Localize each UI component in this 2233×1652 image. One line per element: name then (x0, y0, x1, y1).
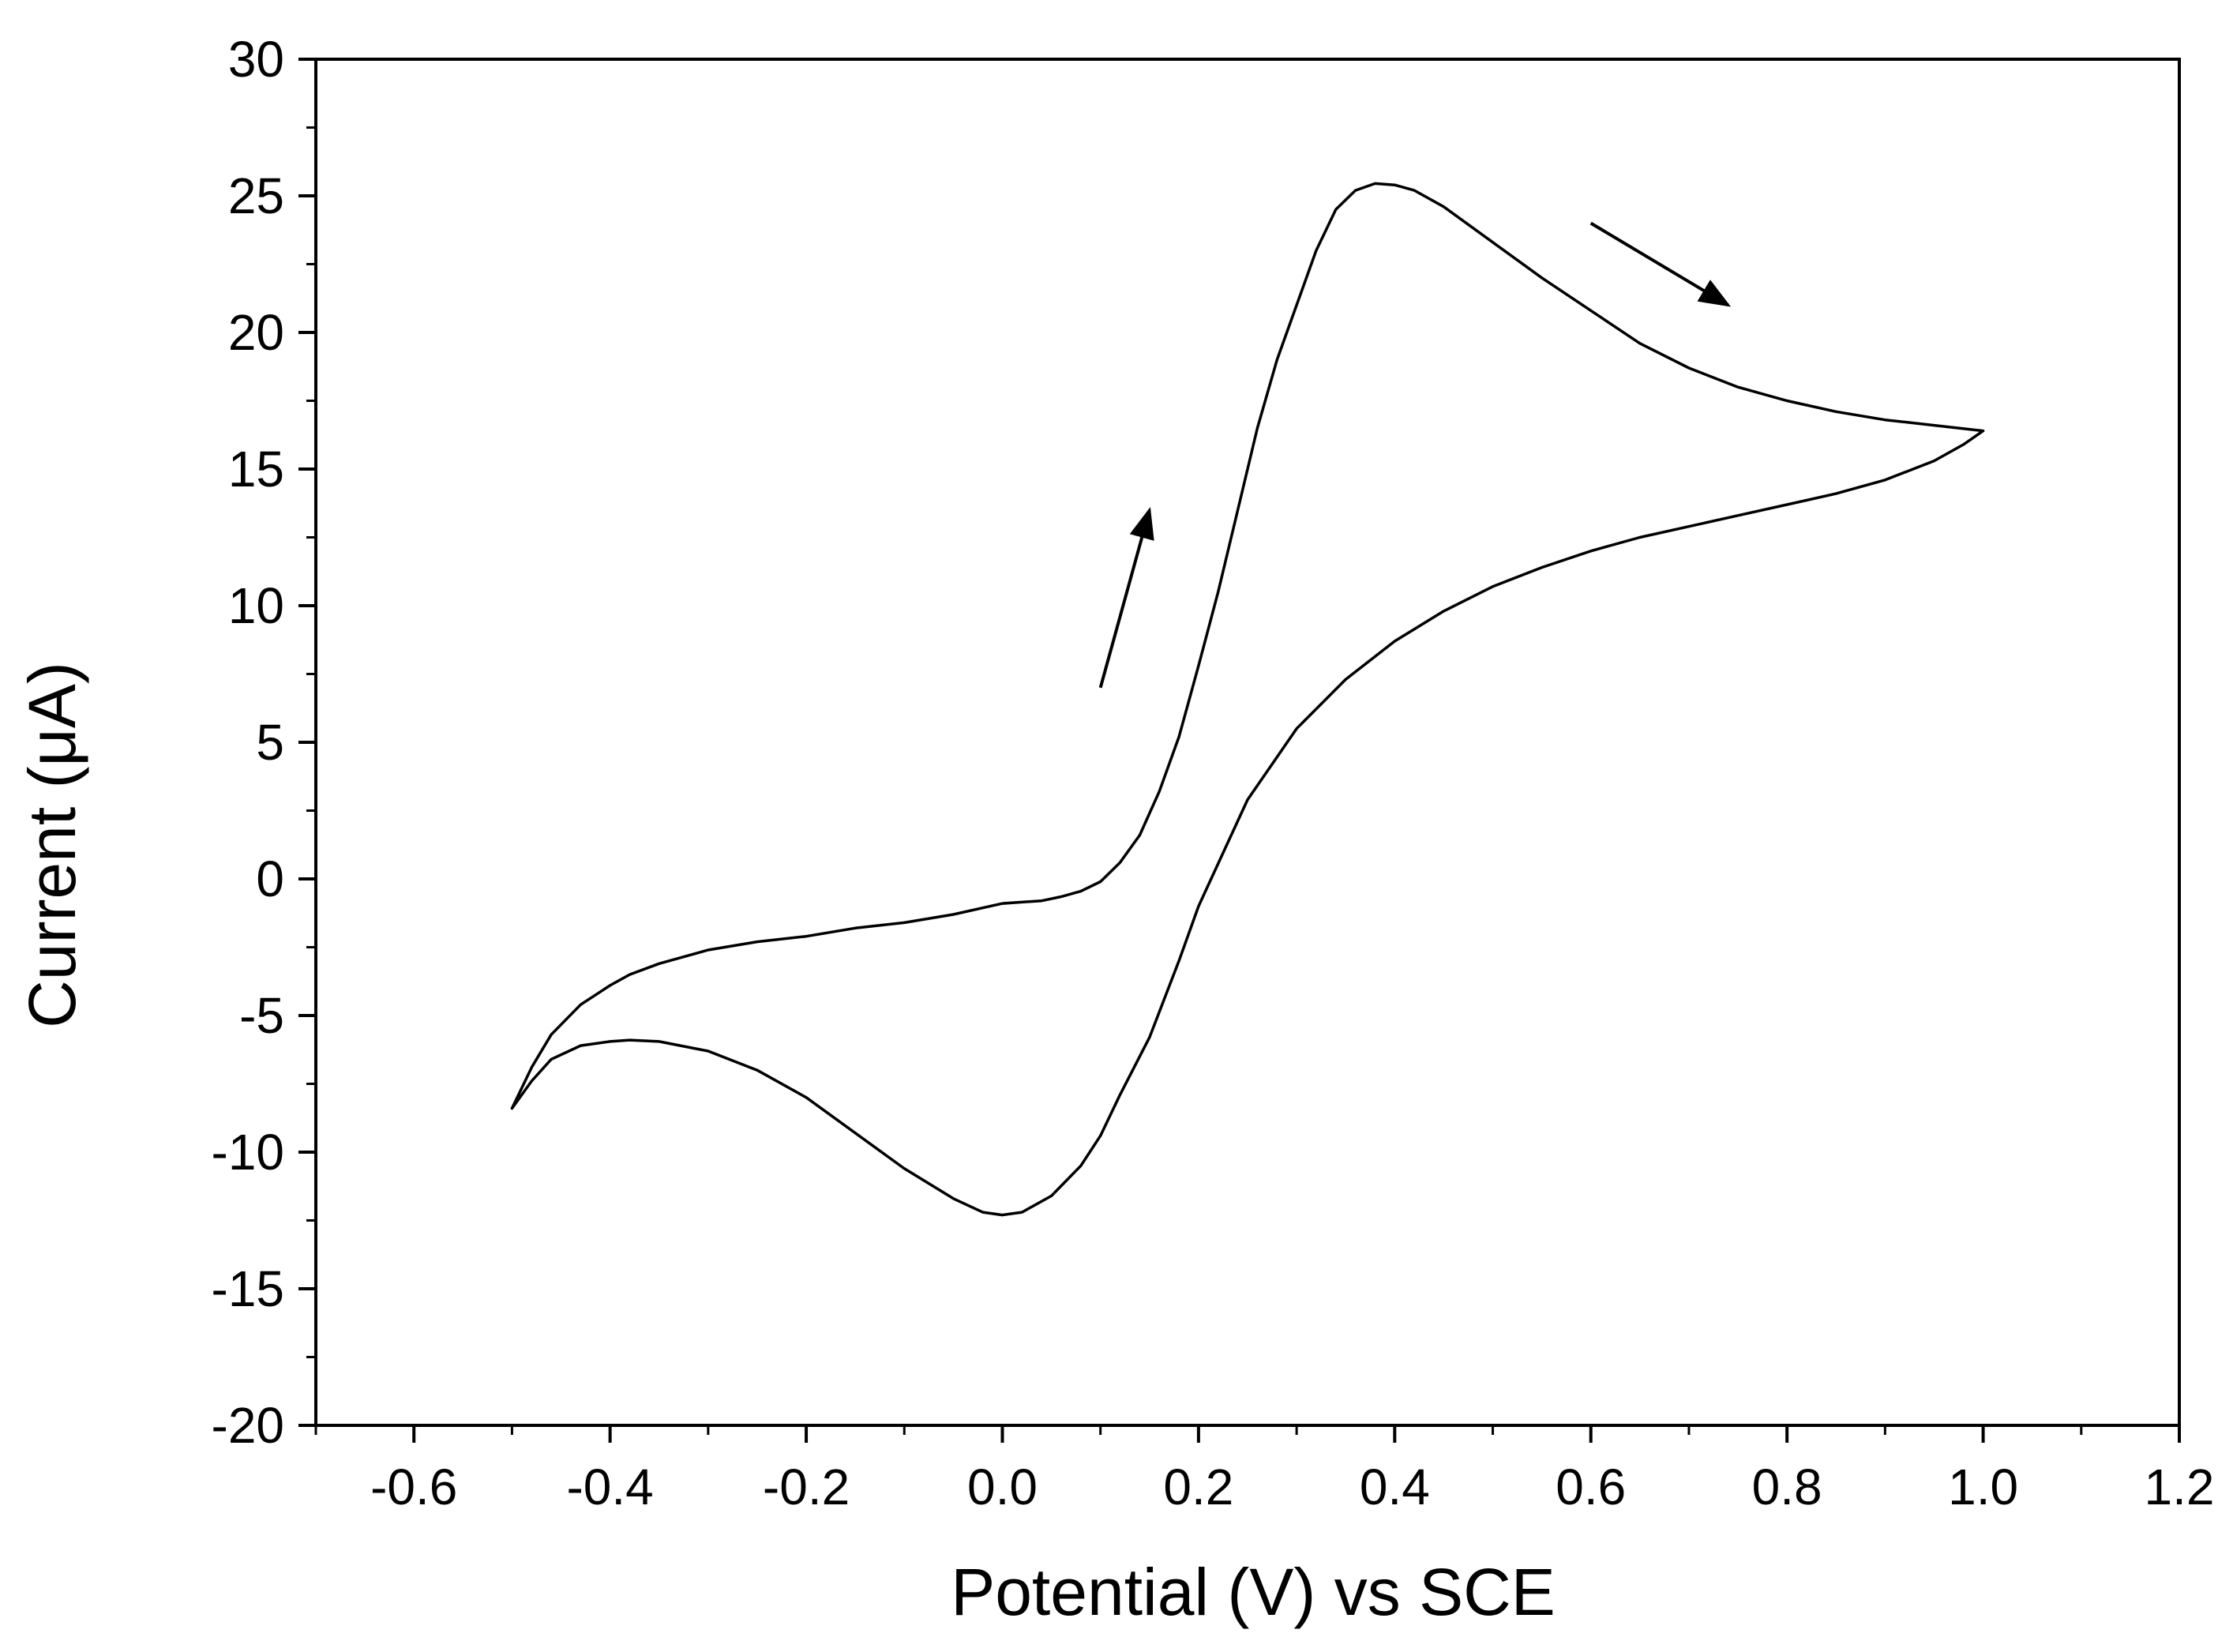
y-tick-label: -5 (239, 987, 284, 1044)
y-tick-label: 10 (228, 577, 284, 634)
y-axis-title: Current (μA) (15, 662, 89, 1028)
x-axis-title: Potential (V) vs SCE (951, 1555, 1556, 1629)
x-tick-label: -0.4 (566, 1459, 653, 1515)
y-tick-label: 5 (256, 714, 284, 771)
x-tick-label: 0.8 (1752, 1459, 1822, 1515)
y-tick-label: 15 (228, 441, 284, 497)
scan-direction-arrow (1098, 507, 1154, 689)
y-tick-label: 30 (228, 31, 284, 88)
scan-direction-arrow (1589, 221, 1732, 307)
y-tick-label: -20 (212, 1397, 285, 1454)
y-tick-label: -10 (212, 1124, 285, 1181)
y-tick-label: 20 (228, 304, 284, 361)
y-tick-label: 0 (256, 850, 284, 907)
x-tick-label: 0.4 (1360, 1459, 1430, 1515)
x-tick-label: 0.0 (967, 1459, 1038, 1515)
x-tick-label: 1.0 (1948, 1459, 2018, 1515)
x-tick-label: 0.6 (1556, 1459, 1626, 1515)
x-tick-label: 1.2 (2145, 1459, 2215, 1515)
voltammogram-curve (510, 182, 1985, 1217)
y-tick-label: -15 (212, 1260, 285, 1317)
x-tick-label: -0.2 (763, 1459, 850, 1515)
x-tick-label: 0.2 (1163, 1459, 1233, 1515)
y-tick-label: 25 (228, 167, 284, 224)
x-tick-label: -0.6 (370, 1459, 457, 1515)
plot-frame (314, 58, 2181, 1427)
